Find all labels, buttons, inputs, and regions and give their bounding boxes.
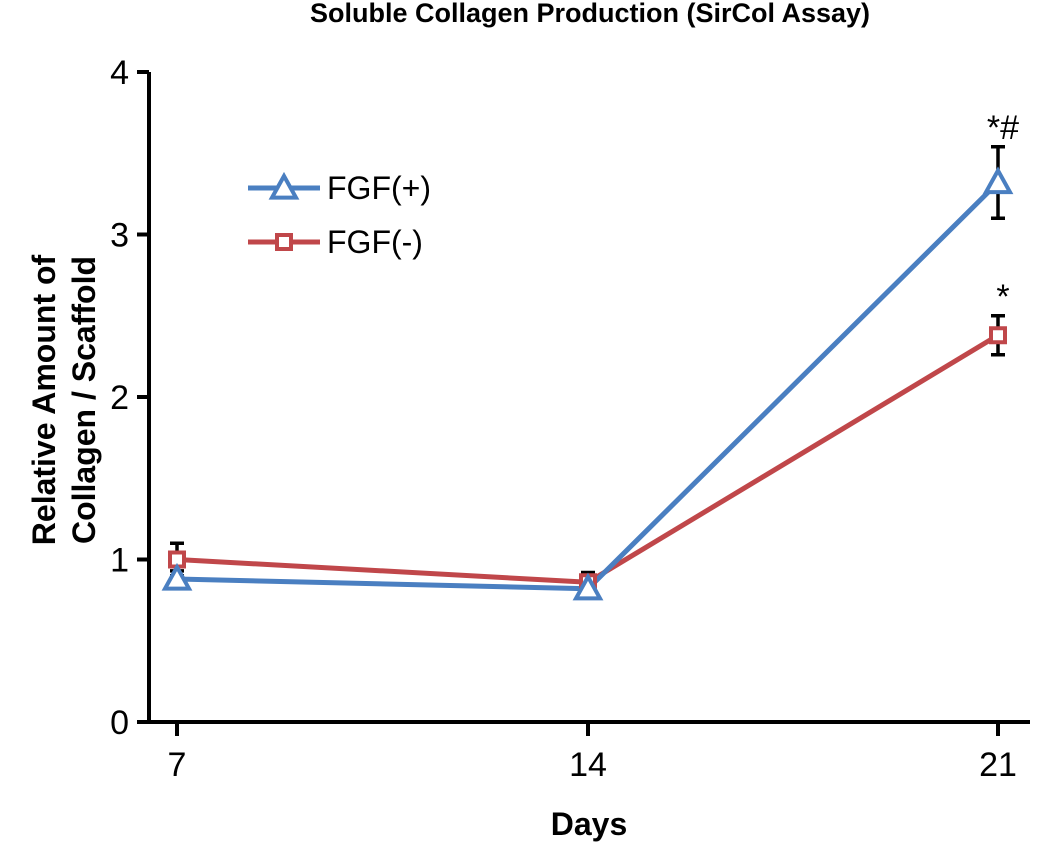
legend-label: FGF(+) [327,170,431,206]
y-tick-label: 3 [110,217,129,255]
annotations: *# * [987,109,1019,316]
y-axis-label: Relative Amount of Collagen / Scaffold [26,254,102,545]
square-marker [989,326,1007,345]
triangle-marker [572,572,604,601]
y-tick-label: 2 [110,379,129,417]
legend-item: FGF(-) [248,224,423,260]
triangle-marker [161,562,193,591]
x-tick-label: 14 [569,746,607,784]
x-axis-label: Days [551,806,628,842]
x-tick-label: 21 [979,746,1017,784]
y-axis-label-line-1: Relative Amount of [26,254,62,545]
triangle-marker [268,171,300,200]
y-tick-label: 4 [110,54,129,92]
axes: 0 1 2 3 4 7 14 21 [110,54,1030,784]
series-line [176,333,1000,585]
significance-marker: * [996,278,1009,316]
legend-item: FGF(+) [248,170,431,206]
y-tick-label: 1 [110,542,129,580]
legend: FGF(+) FGF(-) [248,170,431,260]
triangle-marker [982,166,1014,195]
square-marker [275,233,293,251]
legend-label: FGF(-) [327,224,423,260]
series-layer [161,145,1014,601]
significance-marker: *# [987,109,1019,147]
x-tick-label: 7 [168,746,187,784]
chart-title: Soluble Collagen Production (SirCol Assa… [310,0,870,28]
y-axis-label-line-2: Collagen / Scaffold [66,256,102,544]
y-tick-label: 0 [110,704,129,742]
